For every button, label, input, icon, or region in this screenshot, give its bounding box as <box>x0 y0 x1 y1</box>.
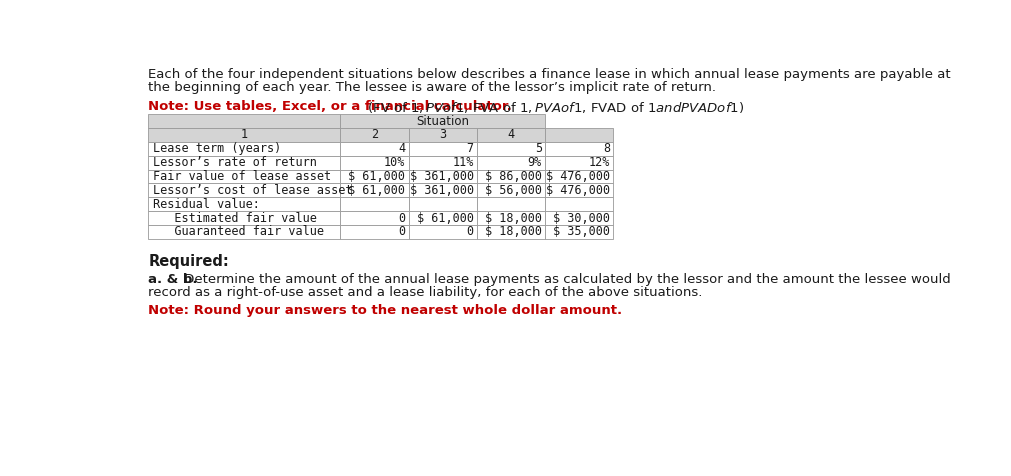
Bar <box>476 128 545 142</box>
Bar <box>545 183 613 197</box>
Bar <box>340 211 408 225</box>
Bar <box>476 169 545 183</box>
Text: 5: 5 <box>534 142 541 155</box>
Bar <box>476 225 545 239</box>
Text: Residual value:: Residual value: <box>153 198 260 211</box>
Text: 7: 7 <box>466 142 473 155</box>
Bar <box>408 156 476 169</box>
Text: $ 35,000: $ 35,000 <box>553 226 610 238</box>
Text: 2: 2 <box>371 129 378 141</box>
Bar <box>148 211 340 225</box>
Bar <box>545 142 613 156</box>
Text: Guaranteed fair value: Guaranteed fair value <box>153 226 324 238</box>
Bar <box>340 142 408 156</box>
Text: $ 56,000: $ 56,000 <box>484 184 541 197</box>
Bar <box>476 197 545 211</box>
Bar <box>148 197 340 211</box>
Text: $ 61,000: $ 61,000 <box>348 184 405 197</box>
Text: $ 476,000: $ 476,000 <box>546 170 610 183</box>
Bar <box>408 142 476 156</box>
Text: 0: 0 <box>398 226 405 238</box>
Text: Determine the amount of the annual lease payments as calculated by the lessor an: Determine the amount of the annual lease… <box>180 273 950 286</box>
Bar <box>340 114 545 128</box>
Text: 8: 8 <box>603 142 610 155</box>
Text: Required:: Required: <box>148 254 228 269</box>
Bar <box>545 169 613 183</box>
Bar <box>340 225 408 239</box>
Text: $ 361,000: $ 361,000 <box>409 184 473 197</box>
Text: 0: 0 <box>398 211 405 225</box>
Bar <box>340 183 408 197</box>
Text: Note: Use tables, Excel, or a financial calculator.: Note: Use tables, Excel, or a financial … <box>148 100 512 113</box>
Text: $ 30,000: $ 30,000 <box>553 211 610 225</box>
Bar <box>148 225 340 239</box>
Bar <box>148 114 340 128</box>
Text: $ 61,000: $ 61,000 <box>348 170 405 183</box>
Text: 4: 4 <box>398 142 405 155</box>
Bar <box>340 156 408 169</box>
Text: record as a right-of-use asset and a lease liability, for each of the above situ: record as a right-of-use asset and a lea… <box>148 286 702 299</box>
Text: $ 18,000: $ 18,000 <box>484 226 541 238</box>
Text: Fair value of lease asset: Fair value of lease asset <box>153 170 331 183</box>
Bar <box>476 183 545 197</box>
Text: the beginning of each year. The lessee is aware of the lessor’s implicit rate of: the beginning of each year. The lessee i… <box>148 81 716 94</box>
Text: Estimated fair value: Estimated fair value <box>153 211 316 225</box>
Bar <box>408 169 476 183</box>
Text: 12%: 12% <box>588 156 610 169</box>
Bar <box>476 156 545 169</box>
Text: Lease term (years): Lease term (years) <box>153 142 281 155</box>
Text: Note: Round your answers to the nearest whole dollar amount.: Note: Round your answers to the nearest … <box>148 304 622 317</box>
Bar <box>148 142 340 156</box>
Text: $ 61,000: $ 61,000 <box>417 211 473 225</box>
Bar <box>545 197 613 211</box>
Bar <box>408 197 476 211</box>
Text: Lessor’s cost of lease asset: Lessor’s cost of lease asset <box>153 184 352 197</box>
Text: $ 18,000: $ 18,000 <box>484 211 541 225</box>
Bar <box>408 183 476 197</box>
Text: Each of the four independent situations below describes a finance lease in which: Each of the four independent situations … <box>148 68 950 81</box>
Text: (FV of $1, PV of $1, FVA of $1, PVA of $1, FVAD of $1 and PVAD of $1): (FV of $1, PV of $1, FVA of $1, PVA of $… <box>362 100 743 115</box>
Text: a. & b.: a. & b. <box>148 273 197 286</box>
Text: 4: 4 <box>507 129 514 141</box>
Bar <box>476 211 545 225</box>
Text: 3: 3 <box>439 129 446 141</box>
Text: $ 361,000: $ 361,000 <box>409 170 473 183</box>
Text: 1: 1 <box>241 129 248 141</box>
Text: 11%: 11% <box>452 156 473 169</box>
Bar <box>148 169 340 183</box>
Bar <box>340 197 408 211</box>
Bar <box>340 128 408 142</box>
Text: 0: 0 <box>466 226 473 238</box>
Bar <box>545 225 613 239</box>
Text: $ 476,000: $ 476,000 <box>546 184 610 197</box>
Bar <box>340 169 408 183</box>
Bar <box>476 142 545 156</box>
Bar <box>408 128 476 142</box>
Bar <box>148 156 340 169</box>
Text: $ 86,000: $ 86,000 <box>484 170 541 183</box>
Bar <box>545 128 613 142</box>
Text: 9%: 9% <box>527 156 541 169</box>
Text: 10%: 10% <box>384 156 405 169</box>
Bar <box>545 211 613 225</box>
Bar <box>408 211 476 225</box>
Bar <box>148 183 340 197</box>
Bar <box>545 156 613 169</box>
Text: Lessor’s rate of return: Lessor’s rate of return <box>153 156 316 169</box>
Bar <box>408 225 476 239</box>
Text: Situation: Situation <box>416 115 469 128</box>
Bar <box>148 128 340 142</box>
